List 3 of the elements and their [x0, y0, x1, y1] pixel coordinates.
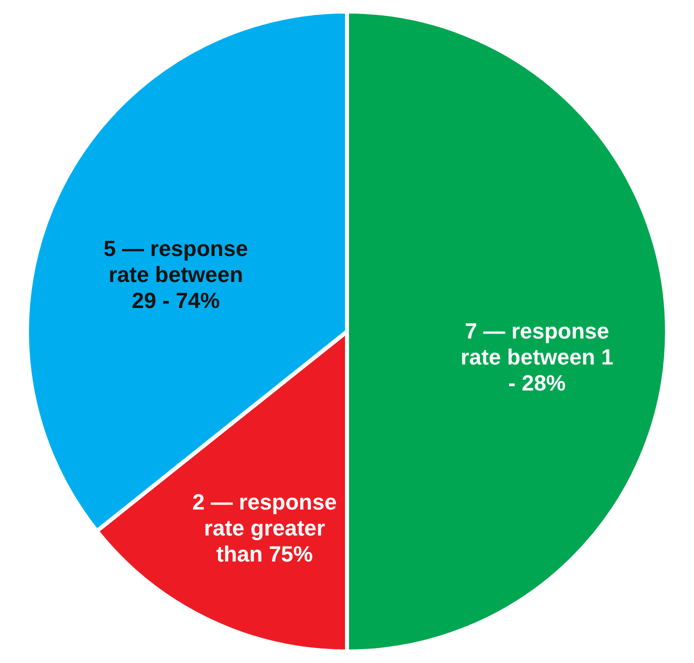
slice-label: 5 — response rate between 29 - 74%: [104, 236, 248, 314]
slice-label: 7 — response rate between 1 - 28%: [460, 318, 614, 396]
slice-label: 2 — response rate greater than 75%: [192, 490, 337, 567]
